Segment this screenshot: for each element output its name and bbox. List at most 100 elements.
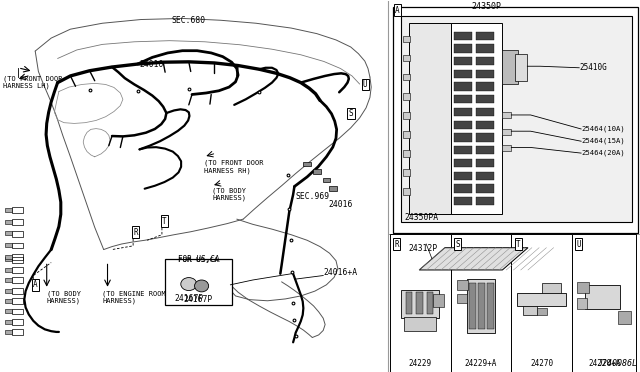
Bar (454, 44, 472, 52)
Bar (454, 70, 472, 78)
Bar (577, 282, 589, 293)
Bar (401, 291, 439, 318)
Text: U: U (577, 240, 581, 248)
Bar (12, 329, 23, 335)
Bar (427, 292, 433, 314)
Bar (165, 259, 232, 305)
Polygon shape (419, 248, 528, 270)
Bar (433, 294, 445, 307)
Text: R: R (394, 240, 399, 248)
Bar (5, 257, 12, 262)
Bar (5, 208, 12, 212)
Bar (476, 146, 494, 154)
Bar (454, 197, 472, 205)
Bar (393, 7, 638, 233)
Bar (12, 298, 23, 304)
Bar (5, 330, 12, 334)
Bar (467, 279, 495, 333)
Bar (5, 289, 12, 293)
Text: U: U (363, 80, 367, 89)
Bar (585, 285, 620, 309)
Bar (404, 317, 436, 331)
Bar (456, 294, 467, 303)
Bar (12, 207, 23, 213)
Bar (476, 185, 494, 193)
Bar (403, 36, 410, 42)
Ellipse shape (180, 278, 197, 291)
Text: (TO BODY
HARNESS): (TO BODY HARNESS) (212, 187, 246, 201)
Bar (454, 57, 472, 65)
Bar (456, 280, 468, 291)
Bar (476, 32, 494, 40)
Bar (5, 309, 12, 313)
Text: FOR US,CA: FOR US,CA (178, 257, 219, 263)
Bar (409, 23, 451, 214)
Bar (502, 145, 511, 151)
Bar (476, 197, 494, 205)
Bar (515, 54, 527, 81)
Bar (511, 234, 572, 372)
Bar (5, 231, 12, 235)
Bar (12, 243, 23, 248)
Bar (476, 95, 494, 103)
Text: (TO BODY
HARNESS): (TO BODY HARNESS) (47, 291, 81, 304)
Bar (5, 255, 12, 259)
Bar (390, 234, 451, 372)
Text: 24350P: 24350P (472, 2, 501, 12)
Bar (454, 185, 472, 193)
Bar (476, 134, 494, 142)
Text: 24010: 24010 (140, 60, 164, 68)
Bar (5, 320, 12, 324)
Bar (5, 299, 12, 303)
Bar (476, 70, 494, 78)
Text: T: T (516, 240, 520, 248)
Bar (5, 243, 12, 247)
Text: FOR US,CA: FOR US,CA (178, 255, 220, 264)
Bar (476, 83, 494, 91)
Bar (417, 292, 423, 314)
Bar (12, 254, 23, 260)
Text: 24270: 24270 (530, 359, 554, 368)
Text: 24016: 24016 (328, 201, 353, 209)
Bar (522, 306, 536, 315)
Bar (536, 308, 547, 315)
Bar (403, 112, 410, 119)
Bar (12, 278, 23, 283)
Bar (502, 112, 511, 118)
Bar (12, 308, 23, 314)
Text: 24350PA: 24350PA (404, 214, 438, 222)
Bar (618, 311, 631, 324)
Text: T: T (162, 217, 166, 225)
Bar (12, 288, 23, 294)
Bar (454, 32, 472, 40)
Text: (TO FRONT DOOR
HARNESS LH): (TO FRONT DOOR HARNESS LH) (3, 75, 63, 89)
Bar (5, 268, 12, 272)
Text: S: S (349, 109, 353, 118)
Bar (403, 74, 410, 80)
Bar (451, 23, 502, 214)
Text: (TO ENGINE ROOM
HARNESS): (TO ENGINE ROOM HARNESS) (102, 291, 166, 304)
Text: 24016+A: 24016+A (323, 267, 357, 277)
Bar (5, 278, 12, 282)
Bar (454, 108, 472, 116)
Bar (303, 162, 311, 166)
Text: S: S (455, 240, 460, 248)
Text: 24229+A: 24229+A (465, 359, 497, 368)
Bar (451, 234, 511, 372)
Bar (476, 171, 494, 180)
Bar (502, 129, 511, 135)
Bar (469, 283, 476, 329)
Text: 25464(20A): 25464(20A) (581, 150, 625, 156)
Text: 25464(15A): 25464(15A) (581, 138, 625, 144)
Text: 24229: 24229 (408, 359, 432, 368)
Bar (5, 219, 12, 224)
Bar (541, 283, 561, 294)
Bar (476, 159, 494, 167)
Bar (476, 57, 494, 65)
Bar (401, 16, 632, 222)
Bar (403, 169, 410, 176)
Bar (12, 219, 23, 225)
Bar (572, 234, 636, 372)
Text: 25464(10A): 25464(10A) (581, 126, 625, 132)
Text: J240086L: J240086L (596, 359, 637, 368)
